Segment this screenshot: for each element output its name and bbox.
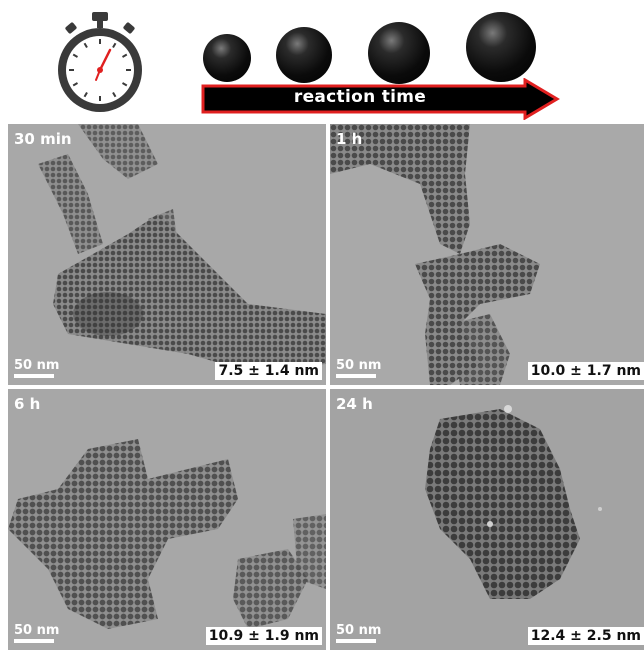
- particle-size-label: 7.5 ± 1.4 nm: [215, 362, 322, 380]
- nanoparticle-sphere-2: [276, 27, 332, 83]
- scale-bar-line: [336, 639, 376, 643]
- nanoparticle-sphere-1: [203, 34, 251, 82]
- scale-label: 50 nm: [336, 623, 382, 638]
- header: reaction time: [0, 0, 644, 122]
- scale-bar: 50 nm: [336, 623, 381, 643]
- scale-label: 50 nm: [14, 623, 60, 638]
- tem-micrograph: [330, 389, 644, 650]
- scale-bar-line: [14, 639, 54, 643]
- scale-bar-line: [336, 374, 376, 378]
- reaction-time-arrow: [201, 78, 560, 120]
- stopwatch-icon: [58, 12, 142, 112]
- arrow-label: reaction time: [293, 87, 427, 107]
- particle-size-label: 10.0 ± 1.7 nm: [527, 362, 644, 380]
- scale-bar: 50 nm: [14, 358, 59, 378]
- time-label: 24 h: [336, 395, 373, 413]
- scale-label: 50 nm: [336, 358, 382, 373]
- scale-bar: 50 nm: [14, 623, 59, 643]
- particle-size-label: 10.9 ± 1.9 nm: [205, 627, 322, 645]
- nanoparticle-sphere-4: [466, 12, 536, 82]
- time-label: 30 min: [14, 130, 72, 148]
- tem-panel-6h: 6 h 50 nm 10.9 ± 1.9 nm: [8, 389, 326, 650]
- tem-panel-24h: 24 h 50 nm 12.4 ± 2.5 nm: [330, 389, 644, 650]
- nanoparticle-sphere-3: [368, 22, 430, 84]
- scale-label: 50 nm: [14, 358, 60, 373]
- time-label: 6 h: [14, 395, 41, 413]
- scale-bar: 50 nm: [336, 358, 381, 378]
- tem-micrograph: [8, 124, 326, 385]
- tem-panel-30min: 30 min 50 nm 7.5 ± 1.4 nm: [8, 124, 326, 385]
- tem-panel-1h: 1 h 50 nm 10.0 ± 1.7 nm: [330, 124, 644, 385]
- tem-micrograph: [8, 389, 326, 650]
- tem-micrograph: [330, 124, 644, 385]
- particle-size-label: 12.4 ± 2.5 nm: [527, 627, 644, 645]
- tem-image-grid: 30 min 50 nm 7.5 ± 1.4 nm 1 h 50 nm 10.0…: [8, 124, 644, 650]
- scale-bar-line: [14, 374, 54, 378]
- time-label: 1 h: [336, 130, 363, 148]
